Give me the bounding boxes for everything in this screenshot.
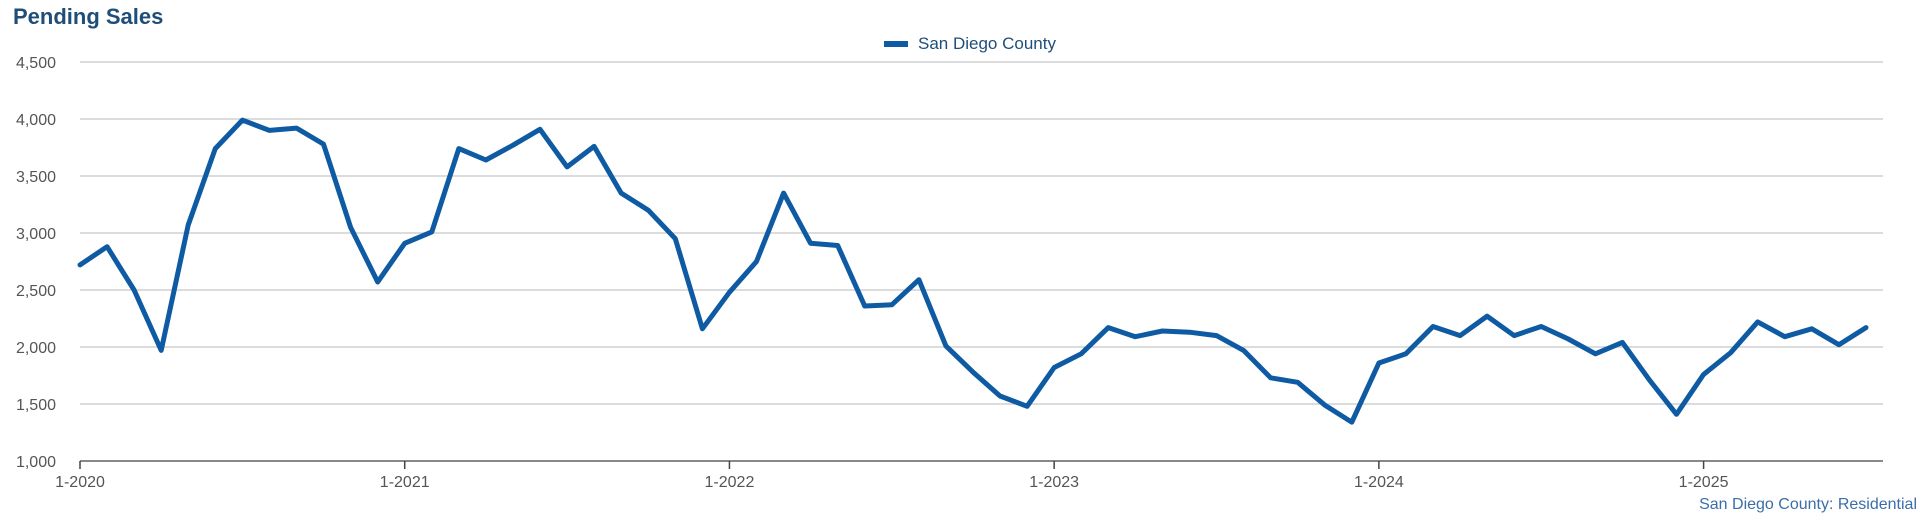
gridlines xyxy=(80,61,1883,462)
x-tick-label: 1-2020 xyxy=(55,474,105,491)
x-tick-label: 1-2022 xyxy=(705,474,755,491)
source-note: San Diego County: Residential xyxy=(1699,496,1917,513)
y-axis: 1,000 1,500 2,000 2,500 3,000 3,500 4,000 4,500 xyxy=(16,55,56,471)
chart-legend: San Diego County xyxy=(884,34,1056,54)
x-tick-label: 1-2023 xyxy=(1029,474,1079,491)
series-layer xyxy=(77,117,1869,425)
y-tick-label: 1,500 xyxy=(16,397,56,414)
y-tick-label: 1,000 xyxy=(16,454,56,471)
legend-label-san-diego-county: San Diego County xyxy=(918,34,1056,53)
series-line-san-diego-county xyxy=(77,117,1869,425)
x-axis: 1-2020 1-2021 1-2022 1-2023 1-2024 1-2025 xyxy=(55,461,1729,491)
chart-title: Pending Sales xyxy=(13,4,164,29)
y-tick-label: 3,500 xyxy=(16,169,56,186)
x-tick-label: 1-2025 xyxy=(1679,474,1729,491)
x-tick-label: 1-2021 xyxy=(380,474,430,491)
y-tick-label: 4,500 xyxy=(16,55,56,72)
legend-swatch-san-diego-county xyxy=(884,41,908,47)
y-tick-label: 4,000 xyxy=(16,112,56,129)
y-tick-label: 3,000 xyxy=(16,226,56,243)
y-tick-label: 2,500 xyxy=(16,283,56,300)
y-tick-label: 2,000 xyxy=(16,340,56,357)
x-tick-label: 1-2024 xyxy=(1354,474,1404,491)
